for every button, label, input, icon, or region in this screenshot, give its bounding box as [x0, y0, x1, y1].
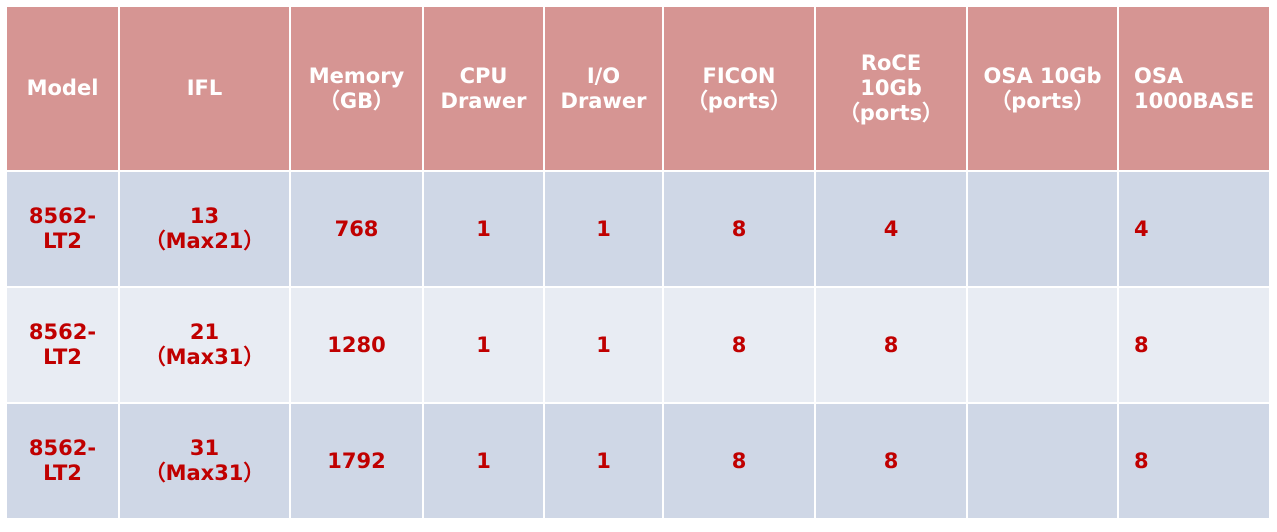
cell-text: 8	[1134, 332, 1149, 357]
cell-text: （Max21）	[144, 229, 265, 253]
cell-text: 1	[596, 216, 611, 241]
header-text: Drawer	[560, 88, 647, 113]
cell-text: 4	[1134, 216, 1149, 241]
header-text: OSA	[1134, 63, 1184, 88]
header-model: Model	[5, 5, 120, 172]
cell-text: LT2	[43, 345, 82, 369]
header-text: CPU	[459, 63, 508, 88]
cell-ifl: 13 （Max21）	[118, 170, 291, 288]
header-ficon: FICON （ports）	[662, 5, 816, 172]
header-io-drawer: I/O Drawer	[543, 5, 664, 172]
header-text: 10Gb	[860, 76, 922, 100]
header-text: Memory	[308, 63, 405, 88]
cell-io-drawer: 1	[543, 286, 664, 404]
header-text: FICON	[702, 63, 776, 88]
cell-text: 1	[476, 332, 491, 357]
cell-cpu-drawer: 1	[422, 402, 545, 520]
cell-osa-10gb	[966, 170, 1119, 288]
cell-text: 8	[883, 448, 899, 473]
cell-osa-10gb	[966, 402, 1119, 520]
cell-osa-1000base: 8	[1117, 402, 1271, 520]
cell-roce: 4	[814, 170, 968, 288]
cell-memory: 768	[289, 170, 424, 288]
cell-cpu-drawer: 1	[422, 286, 545, 404]
cell-text: 8	[731, 332, 747, 357]
cell-osa-1000base: 8	[1117, 286, 1271, 404]
header-roce: RoCE 10Gb （ports）	[814, 5, 968, 172]
header-text: （ports）	[990, 88, 1095, 113]
cell-text: 1	[476, 448, 491, 473]
header-text: （GB）	[318, 88, 395, 113]
header-ifl: IFL	[118, 5, 291, 172]
header-text: OSA 10Gb	[983, 63, 1102, 88]
cell-osa-10gb	[966, 286, 1119, 404]
cell-ficon: 8	[662, 286, 816, 404]
cell-model: 8562- LT2	[5, 170, 120, 288]
cell-text: 21	[189, 320, 220, 344]
header-text: I/O	[586, 63, 621, 88]
header-text: IFL	[186, 76, 223, 100]
cell-model: 8562- LT2	[5, 402, 120, 520]
cell-io-drawer: 1	[543, 170, 664, 288]
header-memory: Memory （GB）	[289, 5, 424, 172]
cell-ifl: 21 （Max31）	[118, 286, 291, 404]
cell-text: 13	[189, 204, 220, 228]
header-text: （ports）	[838, 101, 944, 125]
cell-osa-1000base: 4	[1117, 170, 1271, 288]
cell-text: LT2	[43, 229, 82, 253]
header-cpu-drawer: CPU Drawer	[422, 5, 545, 172]
cell-text: 1	[476, 216, 491, 241]
header-osa-1000base: OSA 1000BASE	[1117, 5, 1271, 172]
cell-text: 8	[731, 216, 747, 241]
header-text: Drawer	[440, 88, 527, 113]
cell-cpu-drawer: 1	[422, 170, 545, 288]
cell-ifl: 31 （Max31）	[118, 402, 291, 520]
cell-memory: 1280	[289, 286, 424, 404]
cell-roce: 8	[814, 402, 968, 520]
header-text: RoCE	[860, 51, 922, 75]
header-row: Model IFL Memory （GB） CPU Drawer I/O Drawer FICO…	[5, 5, 1271, 172]
table-row: 8562- LT2 31 （Max31） 1792 1 1 8 8 8	[5, 402, 1271, 520]
cell-text: 31	[189, 436, 220, 460]
header-osa-10gb: OSA 10Gb （ports）	[966, 5, 1119, 172]
cell-io-drawer: 1	[543, 402, 664, 520]
table-row: 8562- LT2 13 （Max21） 768 1 1 8 4 4	[5, 170, 1271, 288]
header-text: Model	[26, 76, 99, 100]
cell-text: 768	[334, 216, 379, 241]
cell-text: 8	[731, 448, 747, 473]
table-row: 8562- LT2 21 （Max31） 1280 1 1 8 8 8	[5, 286, 1271, 404]
cell-text: 8562-	[28, 204, 97, 228]
cell-text: 1	[596, 332, 611, 357]
cell-memory: 1792	[289, 402, 424, 520]
cell-text: （Max31）	[144, 345, 265, 369]
header-text: 1000BASE	[1134, 88, 1255, 113]
cell-model: 8562- LT2	[5, 286, 120, 404]
model-spec-table: Model IFL Memory （GB） CPU Drawer I/O Drawer FICO…	[5, 5, 1271, 520]
cell-ficon: 8	[662, 170, 816, 288]
cell-text: 4	[883, 216, 899, 241]
cell-text: 8	[1134, 448, 1149, 473]
cell-roce: 8	[814, 286, 968, 404]
cell-text: 8562-	[28, 436, 97, 460]
cell-text: 8	[883, 332, 899, 357]
cell-text: LT2	[43, 461, 82, 485]
cell-text: 8562-	[28, 320, 97, 344]
cell-text: 1	[596, 448, 611, 473]
cell-text: （Max31）	[144, 461, 265, 485]
cell-text: 1280	[327, 332, 386, 357]
cell-ficon: 8	[662, 402, 816, 520]
cell-text: 1792	[327, 448, 386, 473]
header-text: （ports）	[686, 88, 792, 113]
